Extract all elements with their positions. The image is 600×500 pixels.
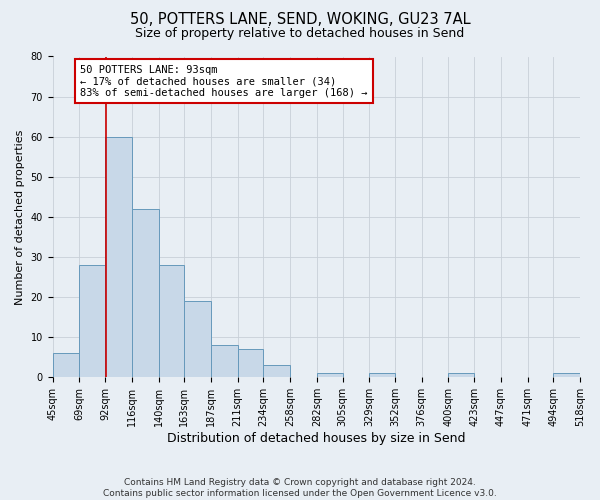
Bar bbox=[211, 346, 238, 378]
Bar bbox=[105, 136, 132, 378]
Bar bbox=[553, 374, 580, 378]
Bar bbox=[369, 374, 395, 378]
Bar bbox=[448, 374, 474, 378]
Bar bbox=[132, 209, 158, 378]
X-axis label: Distribution of detached houses by size in Send: Distribution of detached houses by size … bbox=[167, 432, 466, 445]
Bar bbox=[184, 301, 211, 378]
Bar bbox=[158, 265, 184, 378]
Bar bbox=[238, 350, 263, 378]
Bar bbox=[317, 374, 343, 378]
Bar bbox=[263, 366, 290, 378]
Bar bbox=[53, 354, 79, 378]
Y-axis label: Number of detached properties: Number of detached properties bbox=[15, 129, 25, 304]
Text: 50, POTTERS LANE, SEND, WOKING, GU23 7AL: 50, POTTERS LANE, SEND, WOKING, GU23 7AL bbox=[130, 12, 470, 28]
Bar bbox=[79, 265, 105, 378]
Text: Size of property relative to detached houses in Send: Size of property relative to detached ho… bbox=[136, 28, 464, 40]
Text: 50 POTTERS LANE: 93sqm
← 17% of detached houses are smaller (34)
83% of semi-det: 50 POTTERS LANE: 93sqm ← 17% of detached… bbox=[80, 64, 367, 98]
Text: Contains HM Land Registry data © Crown copyright and database right 2024.
Contai: Contains HM Land Registry data © Crown c… bbox=[103, 478, 497, 498]
